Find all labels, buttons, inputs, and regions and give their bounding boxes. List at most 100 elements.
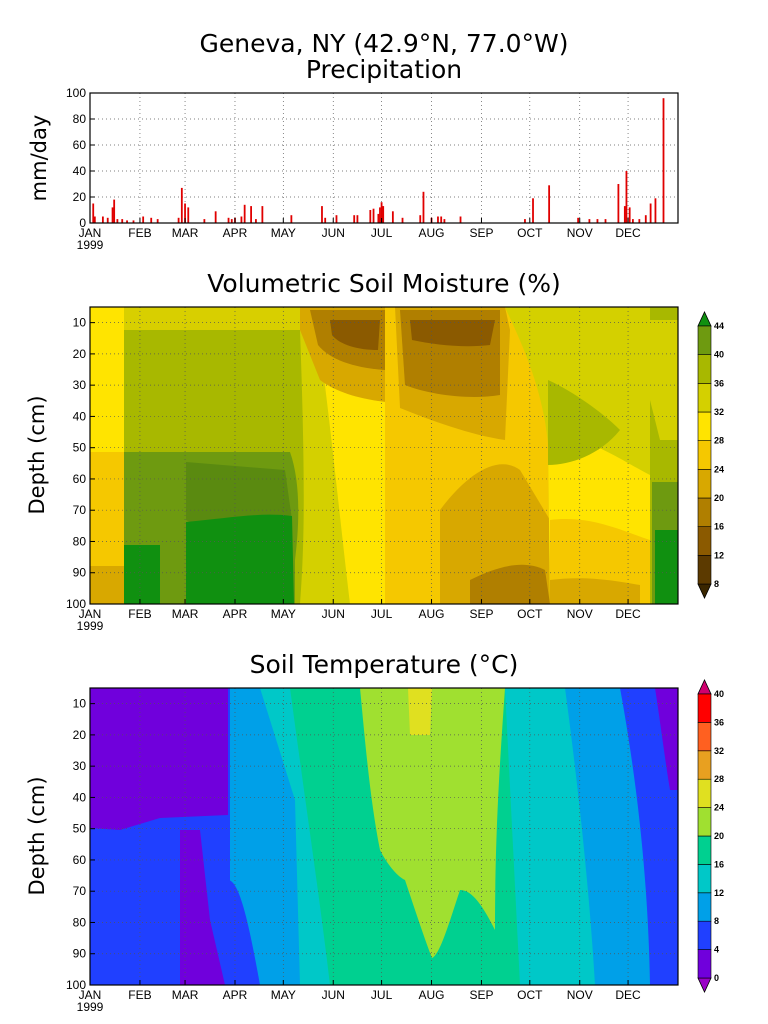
y-tick-label: 20 bbox=[73, 728, 87, 742]
colorbar-label: 4 bbox=[714, 945, 719, 955]
moisture-region bbox=[548, 380, 620, 465]
precip-bar bbox=[391, 211, 394, 223]
temperature-region bbox=[180, 830, 225, 985]
x-tick-label: DEC bbox=[615, 226, 641, 240]
colorbar-label: 16 bbox=[714, 859, 724, 869]
x-tick-label: AUG bbox=[419, 226, 445, 240]
moisture-frame bbox=[89, 306, 679, 605]
colorbar-swatch bbox=[697, 835, 712, 865]
y-tick-label: 60 bbox=[73, 472, 87, 486]
precip-bar bbox=[116, 219, 119, 223]
y-tick-label: 60 bbox=[73, 138, 87, 152]
y-tick-label: 90 bbox=[73, 947, 87, 961]
moisture-y-axis: 10 20 30 40 50 60 70 80 90 100 bbox=[66, 316, 95, 611]
precip-bar bbox=[290, 215, 293, 223]
temperature-y-axis: 10 20 30 40 50 60 70 80 90 100 bbox=[66, 697, 95, 992]
y-tick-label: 80 bbox=[73, 534, 87, 548]
x-tick-label: SEP bbox=[469, 607, 493, 621]
x-tick-label: JUL bbox=[371, 607, 393, 621]
precip-bar bbox=[443, 219, 446, 223]
temperature-x-axis: JAN FEB MAR APR MAY JUN JUL AUG SEP OCT NOV DEC 1999 bbox=[77, 980, 641, 1014]
precip-bar bbox=[126, 220, 128, 223]
x-tick-label: FEB bbox=[128, 988, 151, 1002]
precip-bar bbox=[631, 219, 634, 223]
precip-bar bbox=[111, 207, 114, 223]
precip-bar bbox=[422, 191, 425, 223]
colorbar-max-arrow bbox=[697, 679, 712, 695]
precip-bar bbox=[377, 213, 380, 223]
x-tick-label: NOV bbox=[567, 988, 593, 1002]
moisture-region bbox=[470, 564, 550, 604]
precip-bar bbox=[459, 216, 462, 223]
temperature-region bbox=[408, 688, 432, 735]
precip-bar bbox=[227, 217, 230, 223]
precip-bar bbox=[93, 216, 96, 223]
y-tick-label: 80 bbox=[73, 112, 87, 126]
precip-bar bbox=[524, 219, 526, 223]
precip-title: Precipitation bbox=[306, 55, 462, 84]
moisture-region bbox=[330, 320, 380, 350]
x-tick-label: JUN bbox=[322, 226, 345, 240]
x-tick-label: OCT bbox=[517, 226, 543, 240]
colorbar-min-arrow bbox=[697, 977, 712, 993]
temperature-ylabel: Depth (cm) bbox=[25, 776, 49, 895]
precip-bar bbox=[203, 219, 206, 223]
y-tick-label: 40 bbox=[73, 164, 87, 178]
colorbar-label: 20 bbox=[714, 831, 724, 841]
colorbar-label: 32 bbox=[714, 407, 724, 417]
precip-bar bbox=[240, 216, 243, 223]
colorbar-label: 36 bbox=[714, 717, 724, 727]
colorbar-swatch bbox=[697, 920, 712, 950]
precip-bar bbox=[177, 217, 180, 223]
x-tick-label: AUG bbox=[419, 988, 445, 1002]
precip-bar bbox=[261, 206, 264, 223]
y-tick-label: 40 bbox=[73, 409, 87, 423]
colorbar-swatch bbox=[697, 469, 712, 499]
x-year-label: 1999 bbox=[77, 238, 104, 252]
x-tick-label: JUL bbox=[371, 226, 393, 240]
colorbar-label: 40 bbox=[714, 689, 724, 699]
x-tick-label: SEP bbox=[469, 988, 493, 1002]
y-tick-label: 80 bbox=[73, 915, 87, 929]
y-tick-label: 50 bbox=[73, 441, 87, 455]
precip-bar bbox=[380, 202, 383, 223]
precip-bar bbox=[150, 217, 153, 223]
colorbar-swatch bbox=[697, 325, 712, 355]
precip-bar bbox=[440, 216, 443, 223]
y-tick-label: 70 bbox=[73, 503, 87, 517]
precip-bar bbox=[588, 219, 591, 223]
precip-bar bbox=[596, 219, 599, 223]
colorbar-label: 20 bbox=[714, 493, 724, 503]
colorbar-swatch bbox=[697, 722, 712, 752]
x-tick-label: DEC bbox=[615, 607, 641, 621]
x-tick-label: JUL bbox=[371, 988, 393, 1002]
moisture-colorbar: 8 12 16 20 24 28 32 36 40 44 bbox=[697, 311, 724, 599]
x-tick-label: JAN bbox=[79, 607, 102, 621]
colorbar-swatch bbox=[697, 693, 712, 723]
precip-bar bbox=[121, 219, 124, 223]
temperature-region bbox=[228, 880, 260, 985]
precip-bar bbox=[401, 217, 404, 223]
x-tick-label: SEP bbox=[469, 226, 493, 240]
colorbar-label: 12 bbox=[714, 550, 724, 560]
y-tick-label: 50 bbox=[73, 822, 87, 836]
colorbar-label: 44 bbox=[714, 321, 724, 331]
x-tick-label: APR bbox=[223, 226, 248, 240]
colorbar-swatch bbox=[697, 526, 712, 556]
precip-bar bbox=[132, 220, 135, 223]
precip-bars bbox=[92, 98, 665, 223]
moisture-region bbox=[550, 578, 640, 604]
temperature-title: Soil Temperature (°C) bbox=[250, 650, 519, 679]
precip-bar bbox=[92, 203, 95, 223]
precip-bar bbox=[324, 217, 327, 223]
precip-bar bbox=[243, 204, 246, 223]
x-tick-label: JUN bbox=[322, 988, 345, 1002]
x-tick-label: OCT bbox=[517, 607, 543, 621]
precip-bar bbox=[382, 206, 385, 223]
moisture-region bbox=[300, 330, 350, 604]
x-tick-label: MAR bbox=[172, 226, 199, 240]
precip-grid bbox=[90, 93, 678, 223]
precip-bar bbox=[230, 219, 233, 223]
moisture-field bbox=[90, 307, 678, 604]
